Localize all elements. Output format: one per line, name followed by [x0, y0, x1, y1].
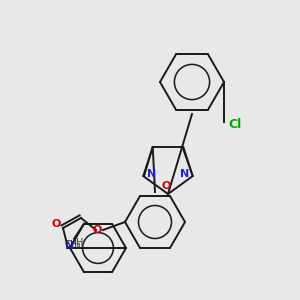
Text: N: N: [180, 169, 189, 179]
Text: CH₃: CH₃: [65, 240, 81, 249]
Text: Cl: Cl: [228, 118, 241, 131]
Text: N: N: [65, 241, 75, 251]
Text: O: O: [161, 181, 171, 191]
Text: O: O: [51, 219, 61, 229]
Text: N: N: [147, 169, 156, 179]
Text: H: H: [76, 238, 84, 248]
Text: O: O: [92, 225, 102, 235]
